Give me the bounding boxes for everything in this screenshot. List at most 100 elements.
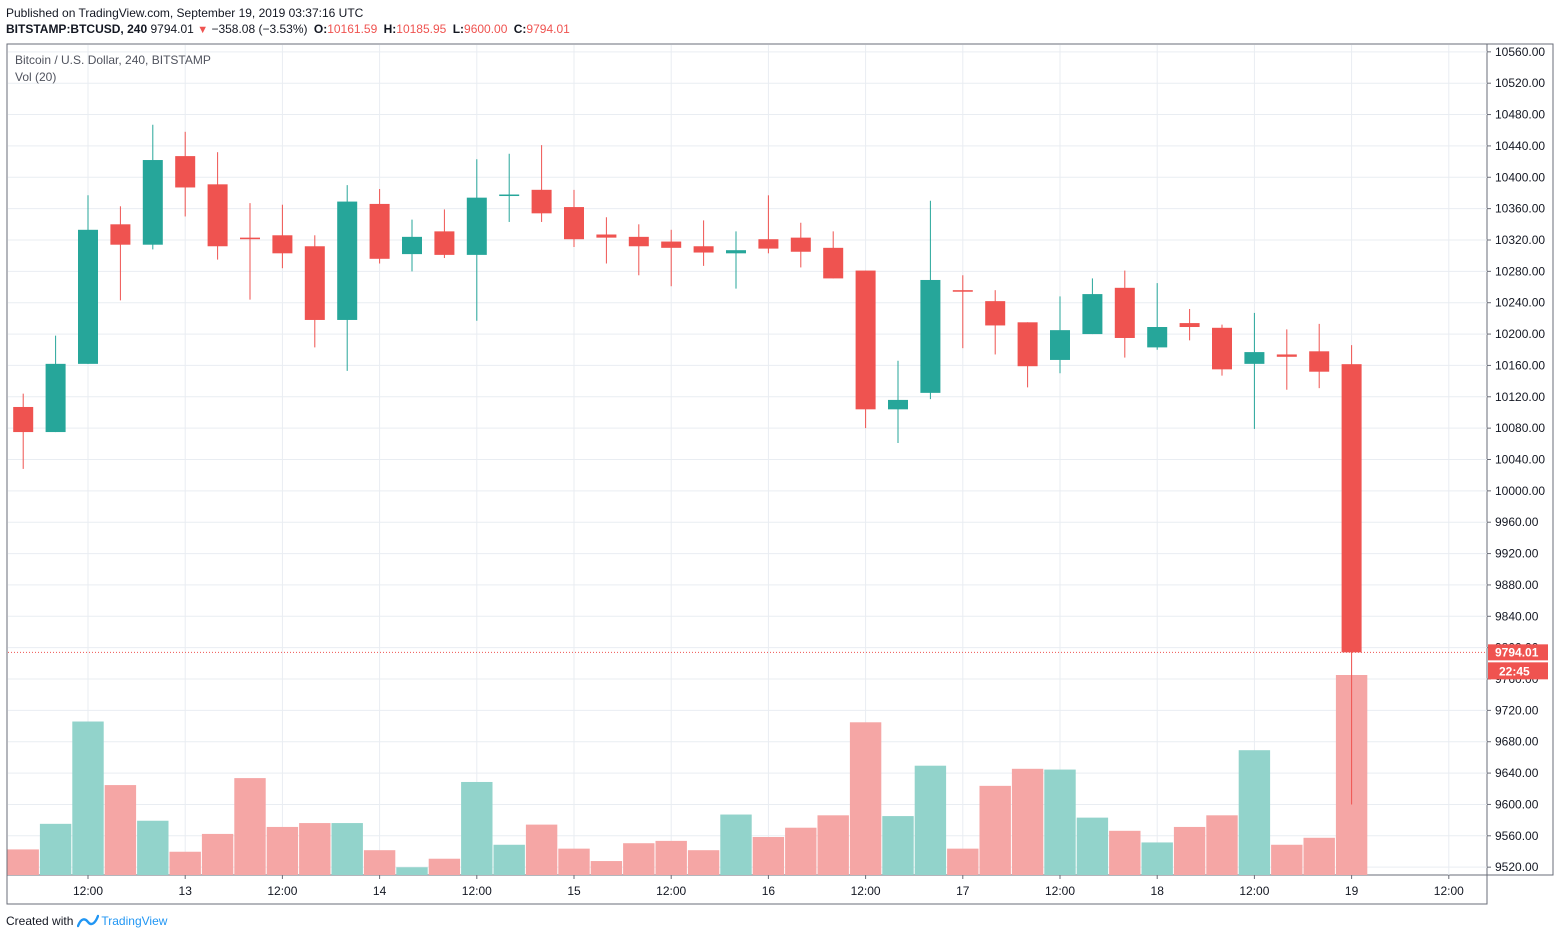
y-tick-label: 10360.00: [1495, 202, 1545, 216]
y-tick-label: 9600.00: [1495, 797, 1539, 811]
candle-body: [985, 301, 1006, 326]
down-arrow-icon: ▼: [197, 24, 209, 36]
volume-bar: [137, 820, 169, 875]
candle-body: [1050, 330, 1070, 360]
symbol-label[interactable]: BITSTAMP:BTCUSD, 240: [6, 22, 148, 36]
x-tick-label: 12:00: [1434, 884, 1464, 898]
candle-body: [13, 406, 34, 433]
volume-indicator-label[interactable]: Vol (20): [15, 70, 57, 84]
candle-body: [207, 184, 228, 247]
volume-bar: [461, 781, 493, 875]
candle-body: [564, 207, 584, 240]
candle-body: [920, 279, 941, 393]
y-tick-label: 10440.00: [1495, 139, 1545, 153]
volume-bar: [428, 858, 461, 875]
volume-bar: [914, 765, 947, 875]
x-tick-label: 16: [762, 884, 776, 898]
volume-bar: [1238, 750, 1271, 875]
volume-bar: [39, 823, 72, 875]
candle-body: [1276, 354, 1297, 357]
candle-body: [240, 237, 260, 240]
volume-bar: [590, 861, 623, 875]
volume-bar: [1044, 769, 1076, 875]
candle-body: [661, 241, 682, 248]
x-tick-label: 15: [567, 884, 581, 898]
y-tick-label: 10080.00: [1495, 421, 1545, 435]
y-tick-label: 10120.00: [1495, 390, 1545, 404]
tradingview-link[interactable]: TradingView: [101, 914, 168, 928]
y-tick-label: 10480.00: [1495, 108, 1545, 122]
volume-bar: [525, 824, 558, 875]
candle-body: [1341, 364, 1362, 653]
candle-body: [1114, 287, 1135, 338]
candle-body: [888, 399, 908, 410]
candle-body: [1309, 351, 1330, 372]
volume-bar: [558, 848, 590, 875]
candle-body: [272, 235, 293, 254]
volume-bar: [817, 815, 849, 875]
volume-bar: [623, 843, 655, 875]
volume-bar: [752, 837, 785, 875]
y-tick-label: 10280.00: [1495, 264, 1545, 278]
volume-bar: [331, 823, 363, 875]
candle-body: [628, 236, 649, 247]
x-tick-label: 12:00: [1045, 884, 1075, 898]
candle-body: [726, 250, 746, 254]
candle-body: [369, 203, 390, 259]
x-tick-label: 17: [956, 884, 970, 898]
candle-body: [693, 246, 714, 253]
x-tick-label: 12:00: [267, 884, 297, 898]
candle-body: [823, 247, 844, 279]
x-tick-label: 12:00: [656, 884, 686, 898]
candle-body: [78, 229, 98, 364]
x-tick-label: 12:00: [1239, 884, 1269, 898]
candle-body: [434, 231, 455, 255]
candle-body: [466, 197, 487, 255]
volume-bar: [234, 778, 266, 875]
y-tick-label: 10560.00: [1495, 45, 1545, 59]
y-tick-label: 9960.00: [1495, 515, 1539, 529]
tradingview-logo-icon: [77, 914, 100, 928]
candle-body: [402, 236, 422, 255]
volume-bar: [947, 848, 979, 875]
volume-bar: [169, 851, 201, 875]
y-tick-label: 10000.00: [1495, 484, 1545, 498]
volume-bar: [1303, 837, 1335, 875]
candle-body: [790, 237, 811, 252]
y-tick-label: 10240.00: [1495, 296, 1545, 310]
x-tick-label: 19: [1345, 884, 1359, 898]
last-price-tag-label: 9794.01: [1495, 645, 1539, 659]
candle-body: [1244, 352, 1265, 364]
y-tick-label: 9520.00: [1495, 860, 1539, 874]
ohlc-legend: BITSTAMP:BTCUSD, 240 9794.01 ▼ −358.08 (…: [6, 22, 570, 36]
price-change: −358.08 (−3.53%): [211, 22, 308, 36]
y-tick-label: 9640.00: [1495, 766, 1539, 780]
volume-bar: [1011, 768, 1044, 875]
volume-bar: [882, 816, 914, 875]
volume-bar: [655, 840, 687, 875]
volume-bar: [396, 867, 428, 875]
candle-body: [142, 160, 163, 245]
volume-bar: [720, 814, 752, 875]
y-tick-label: 10320.00: [1495, 233, 1545, 247]
candle-body: [1179, 323, 1200, 328]
candle-body: [110, 224, 131, 245]
published-info: Published on TradingView.com, September …: [6, 6, 364, 20]
candle-body: [45, 363, 66, 433]
candle-body: [1147, 327, 1168, 348]
low-label: L:: [452, 22, 465, 36]
volume-bar: [1206, 815, 1238, 875]
high-label: H:: [383, 22, 397, 36]
x-tick-label: 18: [1151, 884, 1165, 898]
candle-body: [531, 189, 552, 214]
footer: Created with TradingView: [6, 914, 167, 928]
volume-bar: [299, 823, 331, 875]
volume-bar: [849, 722, 882, 875]
x-tick-label: 14: [373, 884, 387, 898]
volume-bar: [687, 850, 720, 875]
last-price-tag: [1488, 644, 1548, 661]
candle-body: [758, 239, 779, 249]
low-value: 9600.00: [464, 22, 508, 36]
volume-bar: [1271, 844, 1303, 875]
